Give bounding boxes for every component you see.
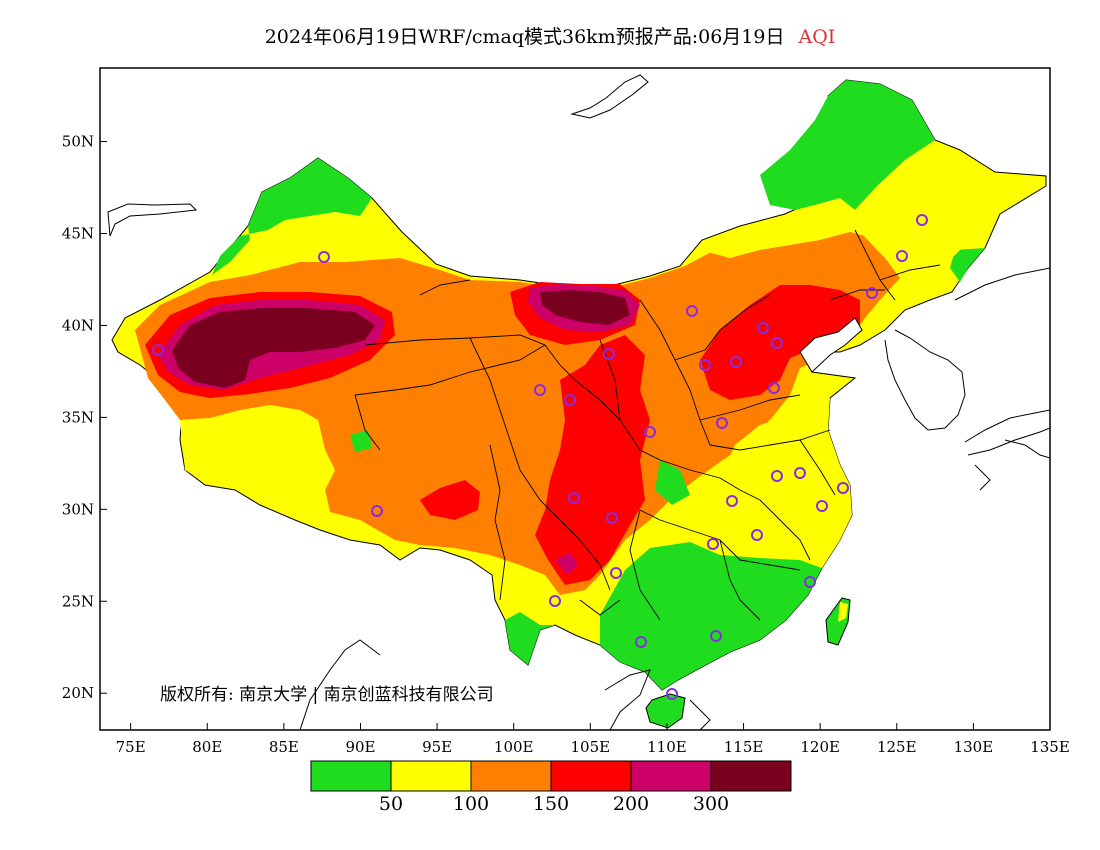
station-marker — [707, 538, 719, 550]
coastlines — [107, 74, 1050, 730]
station-marker — [757, 322, 769, 334]
station-marker — [716, 417, 728, 429]
station-marker — [318, 251, 330, 263]
region-good-northeast — [760, 80, 935, 210]
copyright-text: 版权所有: 南京大学 | 南京创蓝科技有限公司 — [160, 685, 494, 705]
lat-tick-label: 50N — [62, 133, 94, 151]
region-moderate-ne-band — [700, 150, 985, 270]
station-marker — [152, 344, 164, 356]
legend-color-box — [470, 760, 552, 792]
lon-tick-label: 135E — [1030, 738, 1070, 756]
legend-label: 150 — [532, 793, 570, 815]
map-content — [107, 74, 1050, 730]
station-marker — [771, 337, 783, 349]
station-marker — [686, 305, 698, 317]
legend-label: 100 — [452, 793, 490, 815]
station-marker — [666, 688, 678, 700]
station-marker — [635, 636, 647, 648]
legend-color-box — [390, 760, 472, 792]
title-variable: AQI — [798, 26, 836, 48]
longitude-axis: 75E 80E 85E 90E 95E 100E 105E 110E 115E 120E 125E 1… — [116, 723, 1070, 756]
legend-color-box — [710, 760, 792, 792]
station-marker — [568, 492, 580, 504]
region-hazardous-taklamakan — [172, 308, 375, 388]
legend-label: 200 — [612, 793, 650, 815]
lon-tick-label: 80E — [192, 738, 222, 756]
legend-color-box — [630, 760, 712, 792]
legend-color-box — [310, 760, 392, 792]
lon-tick-label: 110E — [647, 738, 687, 756]
station-marker — [730, 356, 742, 368]
legend-label: 300 — [692, 793, 730, 815]
legend-color-boxes — [310, 760, 792, 792]
region-hazardous-ordos — [540, 290, 630, 325]
region-good-south — [600, 542, 822, 690]
station-markers — [152, 214, 928, 700]
station-marker — [751, 529, 763, 541]
region-very-unhealthy-patch — [555, 552, 578, 575]
lat-tick-label: 45N — [62, 225, 94, 243]
region-moderate-east — [660, 398, 852, 568]
station-marker — [644, 426, 656, 438]
station-marker — [726, 495, 738, 507]
lat-tick-label: 20N — [62, 684, 94, 702]
taiwan-yellow — [838, 602, 848, 622]
latitude-axis: 50N 45N 40N 35N 30N 25N 20N — [62, 133, 107, 702]
lon-tick-label: 85E — [269, 738, 299, 756]
legend-label: 50 — [378, 793, 404, 815]
station-marker — [794, 467, 806, 479]
hainan — [645, 693, 686, 729]
region-moderate-tibet — [180, 408, 335, 515]
map-title: 2024年06月19日WRF/cmaq模式36km预报产品:06月19日 AQI — [0, 22, 1100, 49]
station-marker — [371, 505, 383, 517]
bohai-sea — [799, 317, 863, 373]
lat-tick-label: 35N — [62, 408, 94, 426]
station-marker — [564, 394, 576, 406]
station-marker — [768, 382, 780, 394]
lon-tick-label: 120E — [800, 738, 840, 756]
station-marker — [699, 359, 711, 371]
station-marker — [606, 512, 618, 524]
lon-tick-label: 95E — [422, 738, 452, 756]
title-text: 2024年06月19日WRF/cmaq模式36km预报产品:06月19日 — [264, 26, 785, 48]
station-marker — [771, 470, 783, 482]
region-unhealthy-tibet-patch — [420, 480, 480, 520]
lat-tick-label: 25N — [62, 592, 94, 610]
station-marker — [610, 567, 622, 579]
region-good-east-strip — [950, 248, 985, 282]
lon-tick-label: 105E — [571, 738, 611, 756]
aqi-legend — [310, 760, 792, 792]
region-good-patch-1 — [655, 460, 690, 505]
station-marker — [837, 482, 849, 494]
lon-tick-label: 75E — [116, 738, 146, 756]
station-marker — [896, 250, 908, 262]
station-marker — [710, 630, 722, 642]
station-marker — [866, 287, 878, 299]
legend-color-box — [550, 760, 632, 792]
lon-tick-label: 100E — [494, 738, 534, 756]
lon-tick-label: 90E — [345, 738, 375, 756]
province-borders — [354, 229, 941, 621]
region-good-southwest — [505, 612, 555, 665]
lon-tick-label: 115E — [724, 738, 764, 756]
station-marker — [816, 500, 828, 512]
lon-tick-label: 130E — [954, 738, 994, 756]
lon-tick-label: 125E — [877, 738, 917, 756]
region-good-northwest — [212, 158, 372, 275]
lat-tick-label: 40N — [62, 316, 94, 334]
station-marker — [916, 214, 928, 226]
region-unhealthy-central — [535, 335, 650, 585]
station-marker — [804, 576, 816, 588]
station-marker — [603, 348, 615, 360]
region-good-patch-2 — [350, 430, 372, 452]
station-marker — [549, 595, 561, 607]
lat-tick-label: 30N — [62, 500, 94, 518]
map-frame — [99, 67, 1051, 731]
station-marker — [534, 384, 546, 396]
